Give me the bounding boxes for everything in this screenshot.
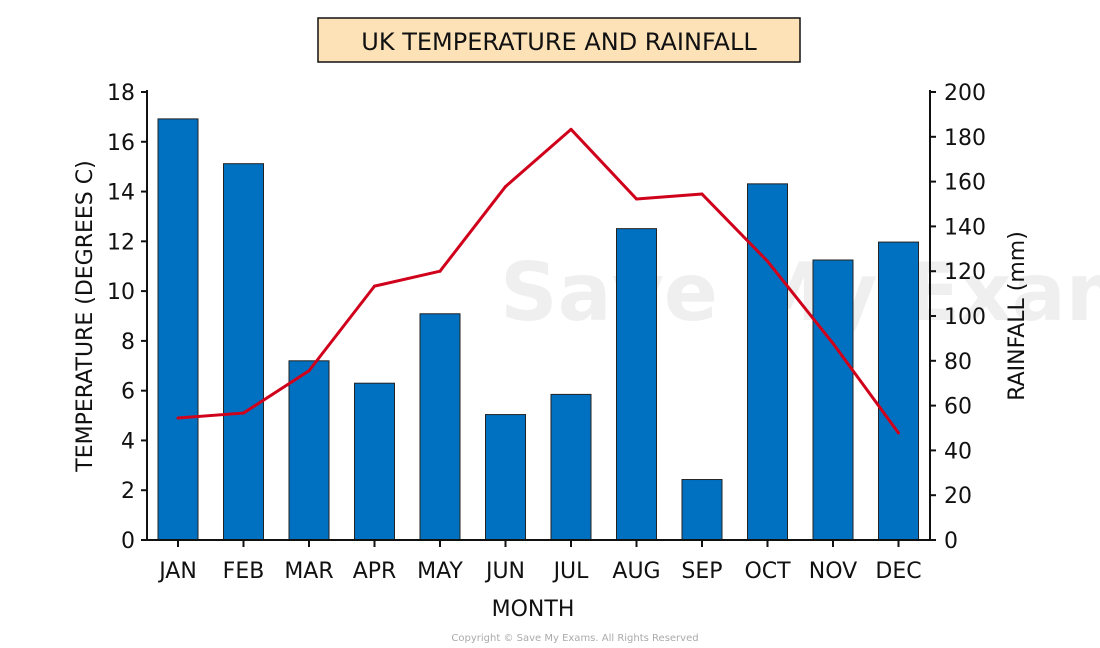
temperature-point-jun: [504, 185, 507, 189]
rainfall-bar-aug: [616, 228, 657, 541]
temperature-point-dec: [897, 431, 900, 435]
x-tick-label: AUG: [612, 559, 660, 584]
x-tick-label: MAR: [284, 559, 333, 584]
x-tick-label: JUL: [552, 559, 590, 584]
rainfall-bar-dec: [878, 241, 919, 541]
x-tick-label: JUN: [484, 559, 525, 584]
left-tick-label: 0: [121, 529, 135, 554]
right-tick-label: 20: [944, 484, 972, 509]
chart-title: UK TEMPERATURE AND RAINFALL: [361, 28, 757, 56]
watermark: Save My Exams: [500, 246, 1100, 339]
temperature-point-feb: [242, 411, 245, 415]
rainfall-bar-may: [419, 313, 461, 541]
watermark-text: Save My Exams: [500, 246, 1100, 339]
x-tick-label: NOV: [809, 559, 857, 584]
left-tick-label: 18: [107, 81, 135, 106]
temperature-point-sep: [700, 192, 704, 196]
rainfall-bar-mar: [288, 360, 330, 541]
x-axis-title: MONTH: [492, 597, 575, 622]
rainfall-bar-jul: [550, 393, 592, 541]
rainfall-bar-apr: [354, 382, 395, 541]
temperature-point-nov: [831, 341, 835, 345]
x-tick-label: DEC: [875, 559, 921, 584]
left-tick-label: 14: [107, 181, 135, 206]
temperature-line: [177, 127, 900, 434]
rainfall-bar-oct: [747, 183, 788, 541]
temperature-point-apr: [373, 284, 376, 288]
temperature-point-oct: [766, 259, 769, 263]
x-tick-label: FEB: [223, 559, 265, 584]
copyright-text: Copyright © Save My Exams. All Rights Re…: [451, 633, 698, 644]
left-axis-title: TEMPERATURE (DEGREES C): [73, 160, 98, 472]
left-tick-label: 4: [121, 429, 135, 454]
left-tick-label: 12: [107, 230, 135, 255]
temperature-point-may: [438, 269, 442, 273]
temperature-points: [176, 127, 900, 435]
rainfall-bar-jun: [485, 414, 526, 541]
right-tick-label: 200: [944, 81, 986, 106]
temperature-point-aug: [635, 197, 638, 201]
right-tick-label: 60: [944, 395, 972, 420]
left-tick-label: 2: [121, 479, 135, 504]
x-tick-label: SEP: [681, 559, 722, 584]
right-tick-label: 160: [944, 171, 986, 196]
right-tick-label: 80: [944, 350, 972, 375]
left-tick-label: 8: [121, 330, 135, 355]
rainfall-bar-nov: [812, 259, 854, 541]
temperature-point-mar: [307, 369, 311, 373]
x-tick-label: APR: [353, 559, 397, 584]
x-tick-label: JAN: [157, 559, 197, 584]
right-tick-label: 0: [944, 529, 958, 554]
rainfall-bar-jan: [157, 118, 199, 541]
left-tick-label: 10: [107, 280, 135, 305]
rainfall-bar-feb: [223, 163, 264, 541]
rainfall-bar-sep: [681, 479, 723, 541]
x-tick-label: OCT: [744, 559, 791, 584]
title-box: [317, 17, 801, 63]
right-axis-title: RAINFALL (mm): [1005, 231, 1030, 401]
right-tick-label: 140: [944, 215, 986, 240]
left-tick-label: 6: [121, 380, 135, 405]
right-tick-label: 40: [944, 439, 972, 464]
temperature-point-jul: [569, 127, 573, 131]
temperature-point-jan: [176, 416, 180, 420]
x-tick-label: MAY: [417, 559, 463, 584]
right-tick-label: 120: [944, 260, 986, 285]
right-tick-label: 180: [944, 126, 986, 151]
left-tick-label: 16: [107, 131, 135, 156]
right-tick-label: 100: [944, 305, 986, 330]
